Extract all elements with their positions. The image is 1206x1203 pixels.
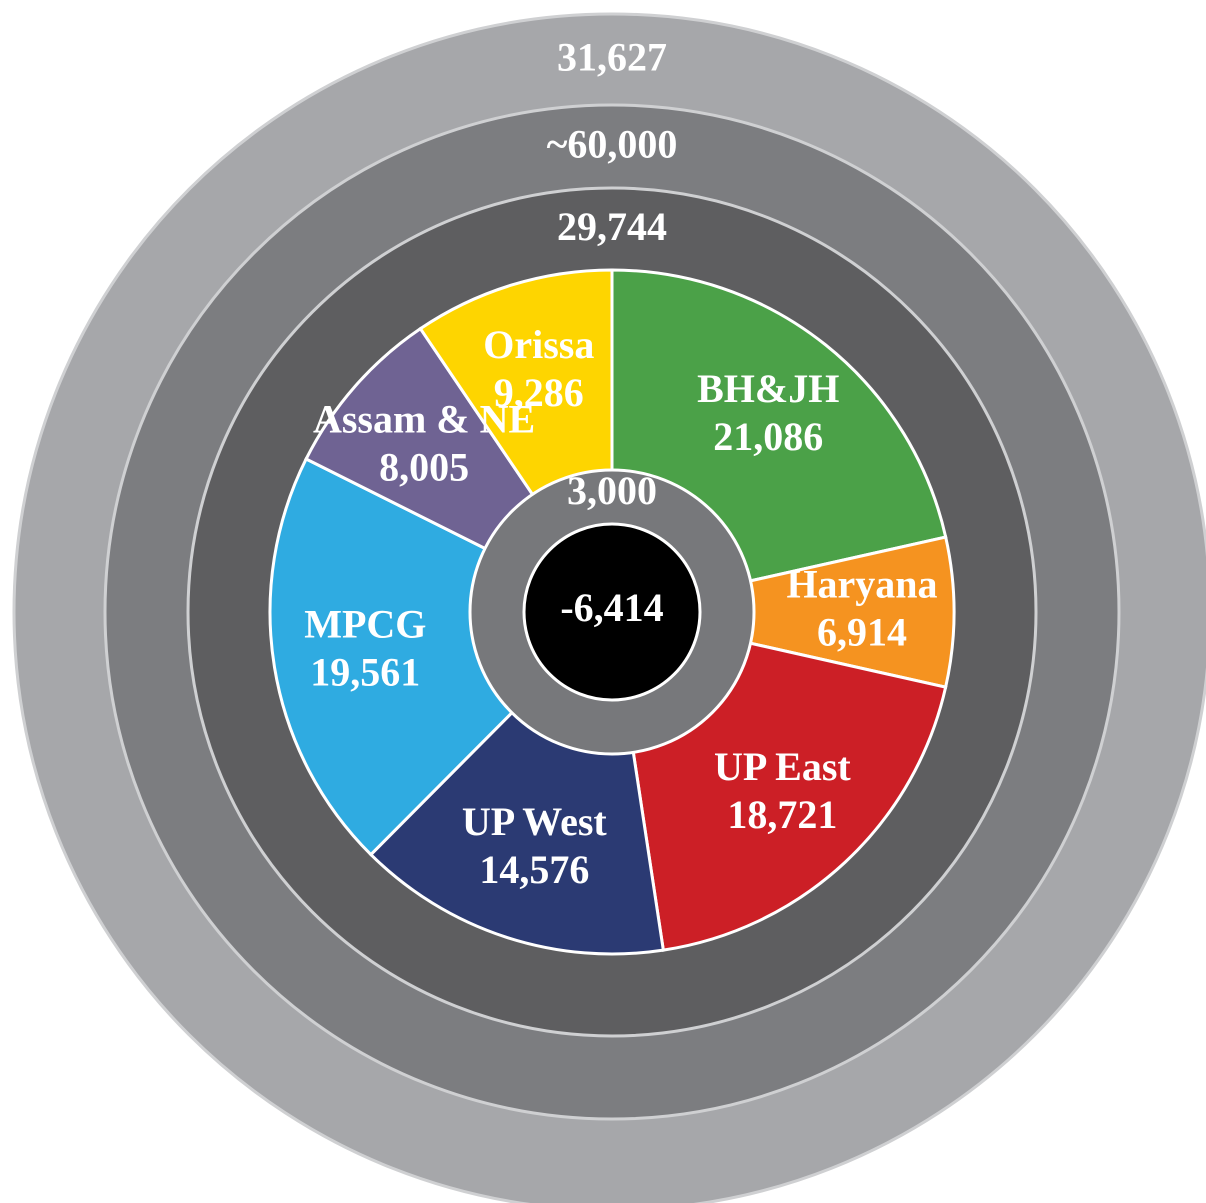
- slice-value: 14,576: [479, 847, 589, 892]
- pie-slice: [611, 535, 956, 689]
- slice-value: 19,561: [310, 650, 420, 695]
- slice-name: BH&JH: [697, 366, 839, 411]
- center-label: -6,414: [560, 585, 663, 630]
- slice-value: 18,721: [727, 792, 837, 837]
- slice-name: Orissa: [483, 322, 594, 367]
- ring-label: ~60,000: [547, 122, 678, 167]
- ring-label: 29,744: [557, 204, 667, 249]
- slice-name: Assam & NE: [313, 396, 535, 441]
- slice-name: UP West: [462, 799, 608, 844]
- slice-value: 21,086: [713, 414, 823, 459]
- ring-label: 31,627: [557, 35, 667, 80]
- slice-value: 9,286: [494, 370, 584, 415]
- slice-name: MPCG: [304, 602, 426, 647]
- slice-value: 8,005: [379, 444, 469, 489]
- slice-value: 6,914: [817, 609, 907, 654]
- center: [522, 522, 702, 702]
- slice-name: UP East: [714, 744, 851, 789]
- slice-name: Haryana: [786, 561, 937, 606]
- inner-ring-label: 3,000: [567, 468, 657, 513]
- pie-slice: [268, 456, 615, 857]
